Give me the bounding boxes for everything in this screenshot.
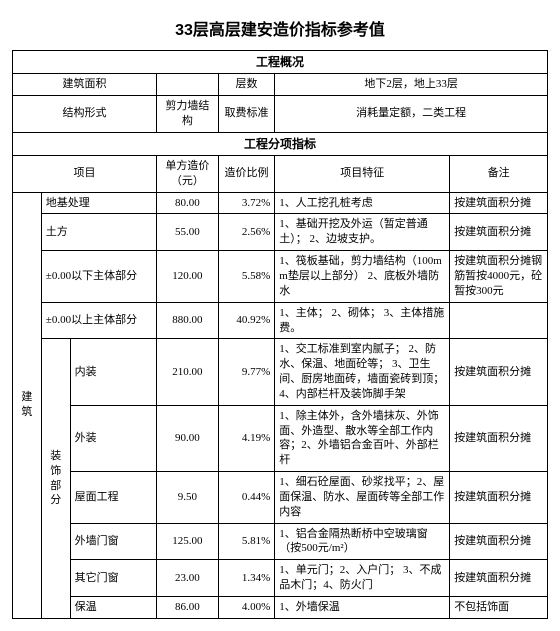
item-price: 125.00 — [157, 523, 219, 560]
hdr-project: 项目 — [13, 155, 157, 192]
item-price: 80.00 — [157, 192, 219, 214]
item-price: 210.00 — [157, 339, 219, 405]
table-row: 外装 90.00 4.19% 1、除主体外，含外墙抹灰、外饰面、外造型、散水等全… — [13, 405, 548, 471]
item-ratio: 5.58% — [218, 251, 275, 303]
ov-floors-value: 地下2层，地上33层 — [275, 74, 548, 96]
item-price: 9.50 — [157, 472, 219, 524]
item-price: 880.00 — [157, 302, 219, 339]
ov-struct-label: 结构形式 — [13, 96, 157, 133]
section-overview-header: 工程概况 — [13, 51, 548, 74]
item-price: 55.00 — [157, 214, 219, 251]
table-row: 其它门窗 23.00 1.34% 1、单元门；2、入户门； 3、不成品木门；4、… — [13, 560, 548, 597]
item-ratio: 3.72% — [218, 192, 275, 214]
item-feature: 1、细石砼屋面、砂浆找平；2、屋面保温、防水、屋面砖等全部工作内容 — [275, 472, 450, 524]
ov-area-value — [157, 74, 219, 96]
item-note: 按建筑面积分摊 — [450, 472, 548, 524]
item-feature: 1、铝合金隔热断桥中空玻璃窗（按500元/m²） — [275, 523, 450, 560]
table-row: ±0.00以下主体部分 120.00 5.58% 1、筏板基础，剪力墙结构（10… — [13, 251, 548, 303]
item-name: 内装 — [70, 339, 156, 405]
item-ratio: 4.00% — [218, 597, 275, 619]
item-feature: 1、单元门；2、入户门； 3、不成品木门；4、防火门 — [275, 560, 450, 597]
item-note: 按建筑面积分摊 — [450, 560, 548, 597]
item-ratio: 40.92% — [218, 302, 275, 339]
table-row: 外墙门窗 125.00 5.81% 1、铝合金隔热断桥中空玻璃窗（按500元/m… — [13, 523, 548, 560]
item-note: 不包括饰面 — [450, 597, 548, 619]
item-name: ±0.00以上主体部分 — [41, 302, 156, 339]
ov-area-label: 建筑面积 — [13, 74, 157, 96]
item-note: 按建筑面积分摊钢筋暂按4000元，砼暂按300元 — [450, 251, 548, 303]
item-note — [450, 302, 548, 339]
item-ratio: 9.77% — [218, 339, 275, 405]
table-row: ±0.00以上主体部分 880.00 40.92% 1、主体； 2、砌体； 3、… — [13, 302, 548, 339]
category-building: 建筑 — [13, 192, 42, 618]
item-ratio: 0.44% — [218, 472, 275, 524]
item-ratio: 4.19% — [218, 405, 275, 471]
item-feature: 1、除主体外，含外墙抹灰、外饰面、外造型、散水等全部工作内容；2、外墙铝合金百叶… — [275, 405, 450, 471]
item-ratio: 1.34% — [218, 560, 275, 597]
item-note: 按建筑面积分摊 — [450, 214, 548, 251]
table-row: 屋面工程 9.50 0.44% 1、细石砼屋面、砂浆找平；2、屋面保温、防水、屋… — [13, 472, 548, 524]
hdr-unit-price: 单方造价（元） — [157, 155, 219, 192]
item-name: ±0.00以下主体部分 — [41, 251, 156, 303]
item-note: 按建筑面积分摊 — [450, 523, 548, 560]
item-name: 土方 — [41, 214, 156, 251]
table-row: 保温 86.00 4.00% 1、外墙保温 不包括饰面 — [13, 597, 548, 619]
table-row: 土方 55.00 2.56% 1、基础开挖及外运（暂定普通土）； 2、边坡支护。… — [13, 214, 548, 251]
item-price: 23.00 — [157, 560, 219, 597]
page-title: 33层高层建安造价指标参考值 — [12, 16, 548, 40]
ov-fee-label: 取费标准 — [218, 96, 275, 133]
item-note: 按建筑面积分摊 — [450, 192, 548, 214]
category-decoration: 装饰部分 — [41, 339, 70, 619]
item-note: 按建筑面积分摊 — [450, 339, 548, 405]
table-row: 建筑 地基处理 80.00 3.72% 1、人工挖孔桩考虑 按建筑面积分摊 — [13, 192, 548, 214]
item-feature: 1、基础开挖及外运（暂定普通土）； 2、边坡支护。 — [275, 214, 450, 251]
item-feature: 1、筏板基础，剪力墙结构（100mm垫层以上部分） 2、底板外墙防水 — [275, 251, 450, 303]
item-name: 外装 — [70, 405, 156, 471]
ov-fee-value: 消耗量定额，二类工程 — [275, 96, 548, 133]
item-price: 90.00 — [157, 405, 219, 471]
ov-floors-label: 层数 — [218, 74, 275, 96]
item-name: 外墙门窗 — [70, 523, 156, 560]
cost-table: 工程概况 建筑面积 层数 地下2层，地上33层 结构形式 剪力墙结构 取费标准 … — [12, 50, 548, 619]
item-price: 120.00 — [157, 251, 219, 303]
item-feature: 1、外墙保温 — [275, 597, 450, 619]
item-ratio: 2.56% — [218, 214, 275, 251]
item-name: 保温 — [70, 597, 156, 619]
item-feature: 1、主体； 2、砌体； 3、主体措施费。 — [275, 302, 450, 339]
item-name: 其它门窗 — [70, 560, 156, 597]
item-name: 地基处理 — [41, 192, 156, 214]
section-items-header: 工程分项指标 — [13, 132, 548, 155]
item-feature: 1、交工标准到室内腻子； 2、防水、保温、地面砼等； 3、卫生间、厨房地面砖，墙… — [275, 339, 450, 405]
hdr-note: 备注 — [450, 155, 548, 192]
table-row: 装饰部分 内装 210.00 9.77% 1、交工标准到室内腻子； 2、防水、保… — [13, 339, 548, 405]
item-name: 屋面工程 — [70, 472, 156, 524]
item-note: 按建筑面积分摊 — [450, 405, 548, 471]
item-ratio: 5.81% — [218, 523, 275, 560]
hdr-ratio: 造价比例 — [218, 155, 275, 192]
hdr-feature: 项目特征 — [275, 155, 450, 192]
item-price: 86.00 — [157, 597, 219, 619]
item-feature: 1、人工挖孔桩考虑 — [275, 192, 450, 214]
ov-struct-value: 剪力墙结构 — [157, 96, 219, 133]
